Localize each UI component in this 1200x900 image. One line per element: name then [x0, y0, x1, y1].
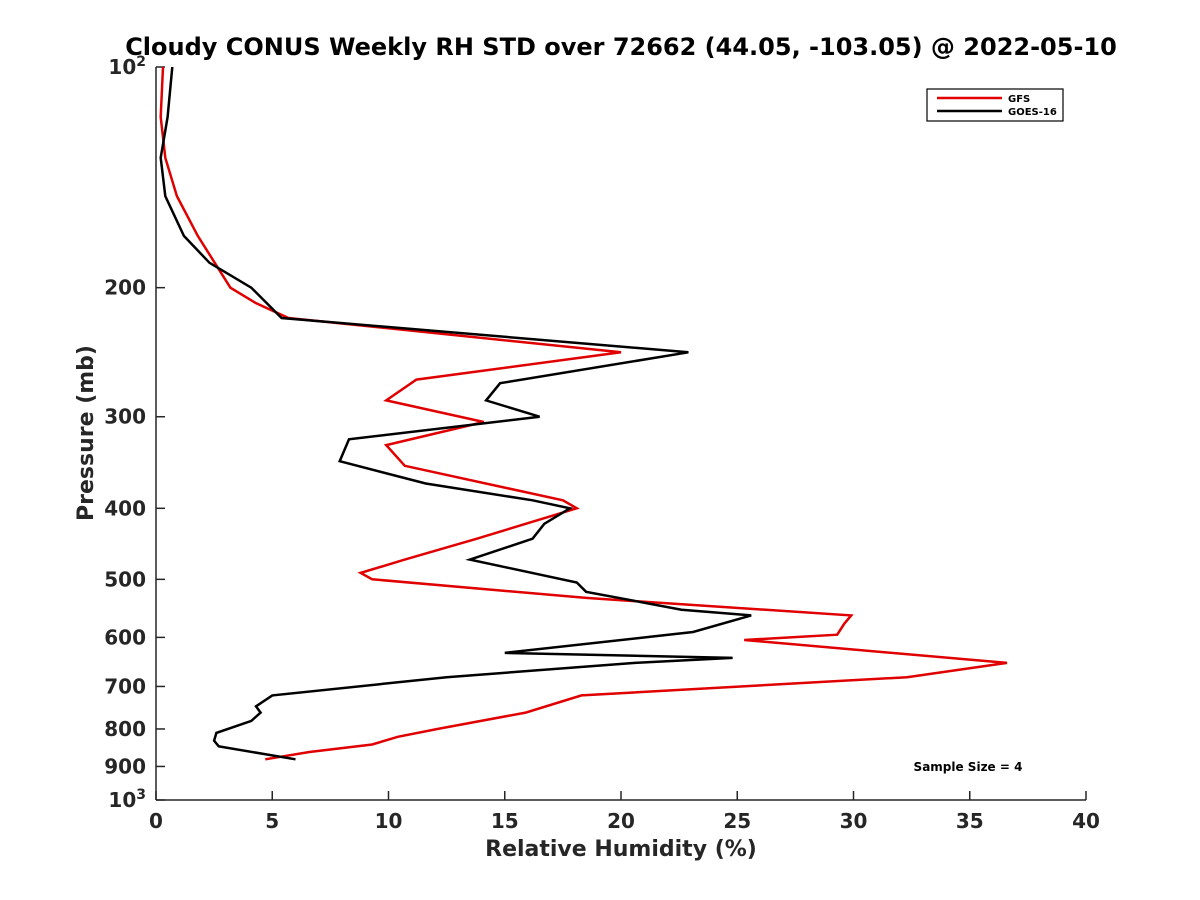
- chart-title: Cloudy CONUS Weekly RH STD over 72662 (4…: [125, 33, 1117, 61]
- x-tick-label: 20: [607, 809, 635, 833]
- x-axis-label: Relative Humidity (%): [485, 837, 757, 862]
- series-group: [159, 66, 1008, 761]
- tick-group: 0 5 10 15 20 25 30 35 40 102 200 300 400 500 600 700 800…: [104, 54, 1100, 833]
- x-tick-label: 35: [956, 809, 984, 833]
- y-tick-label: 103: [108, 787, 146, 812]
- y-tick-label: 500: [104, 567, 146, 591]
- x-tick-label: 40: [1072, 809, 1100, 833]
- legend: GFS GOES-16: [926, 88, 1064, 122]
- y-tick-label: 400: [104, 496, 146, 520]
- y-tick-label: 800: [104, 717, 146, 741]
- y-axis-label: Pressure (mb): [74, 345, 99, 521]
- x-tick-label: 30: [840, 809, 868, 833]
- y-tick-label: 600: [104, 625, 146, 649]
- series-line-gfs: [159, 66, 1008, 761]
- legend-label-goes-16: GOES-16: [1008, 107, 1057, 118]
- sample-size-annotation: Sample Size = 4: [914, 760, 1023, 774]
- x-tick-label: 0: [149, 809, 163, 833]
- y-tick-label: 102: [108, 54, 146, 79]
- legend-label-gfs: GFS: [1008, 94, 1030, 105]
- series-line-goes-16: [159, 66, 752, 761]
- x-tick-label: 5: [265, 809, 279, 833]
- legend-box: [926, 88, 1064, 122]
- y-tick-label: 300: [104, 405, 146, 429]
- x-tick-label: 15: [491, 809, 519, 833]
- x-tick-label: 10: [375, 809, 403, 833]
- y-tick-label: 700: [104, 674, 146, 698]
- y-tick-label: 200: [104, 276, 146, 300]
- y-tick-label: 900: [104, 754, 146, 778]
- x-tick-label: 25: [723, 809, 751, 833]
